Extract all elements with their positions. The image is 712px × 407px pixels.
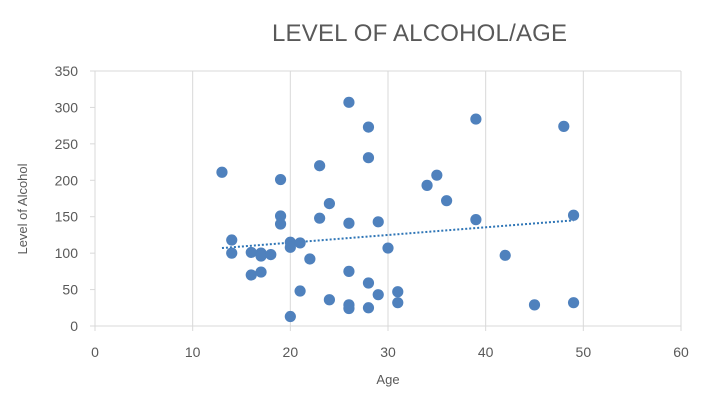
data-point bbox=[314, 212, 326, 224]
data-point bbox=[216, 166, 228, 178]
data-point bbox=[470, 214, 482, 226]
data-point bbox=[362, 152, 375, 164]
data-point bbox=[343, 265, 355, 277]
data-point bbox=[274, 173, 287, 186]
data-point bbox=[362, 302, 375, 314]
data-point bbox=[567, 209, 580, 221]
data-point bbox=[274, 210, 287, 222]
data-point bbox=[567, 297, 580, 309]
data-point bbox=[274, 218, 287, 230]
x-tick-label: 0 bbox=[91, 344, 99, 360]
x-axis-title: Age bbox=[376, 372, 399, 387]
tick-labels: 0 10 20 30 40 50 60 0 50 100 150 200 250 300 350 bbox=[55, 63, 689, 360]
data-point bbox=[372, 289, 384, 301]
x-tick-label: 50 bbox=[576, 344, 592, 360]
data-points bbox=[216, 96, 580, 323]
data-point bbox=[470, 113, 482, 125]
data-point bbox=[343, 96, 355, 108]
trendline-layer bbox=[221, 219, 574, 250]
data-point bbox=[372, 216, 384, 228]
data-point bbox=[343, 302, 355, 315]
y-tick-label: 150 bbox=[55, 209, 79, 225]
data-point bbox=[304, 253, 316, 265]
y-tick-label: 300 bbox=[55, 99, 79, 115]
y-tick-label: 0 bbox=[70, 318, 78, 334]
y-tick-label: 250 bbox=[55, 136, 79, 152]
chart-title: LEVEL OF ALCOHOL/AGE bbox=[272, 20, 568, 47]
x-tick-label: 30 bbox=[380, 344, 396, 360]
axes bbox=[90, 70, 682, 331]
data-point bbox=[362, 121, 375, 133]
y-tick-label: 350 bbox=[55, 63, 79, 79]
data-point bbox=[284, 241, 296, 253]
data-point bbox=[294, 285, 306, 297]
data-point bbox=[255, 266, 267, 278]
gridlines bbox=[94, 70, 682, 326]
data-point bbox=[431, 169, 443, 181]
y-tick-label: 50 bbox=[62, 282, 78, 298]
data-point bbox=[558, 120, 570, 132]
data-point bbox=[441, 195, 453, 207]
data-point bbox=[392, 297, 404, 309]
data-point bbox=[245, 246, 257, 259]
data-point bbox=[265, 249, 277, 261]
y-tick-label: 100 bbox=[55, 245, 79, 261]
x-tick-label: 20 bbox=[283, 344, 299, 360]
data-point bbox=[421, 179, 433, 191]
x-tick-label: 10 bbox=[185, 344, 201, 360]
data-point bbox=[362, 277, 375, 289]
data-point bbox=[382, 242, 394, 254]
data-point bbox=[226, 247, 238, 259]
data-point bbox=[323, 198, 335, 210]
data-point bbox=[323, 294, 335, 306]
data-point bbox=[255, 250, 267, 262]
x-tick-label: 40 bbox=[478, 344, 494, 360]
y-axis-title: Level of Alcohol bbox=[15, 163, 30, 254]
data-point bbox=[226, 234, 238, 246]
data-point bbox=[314, 160, 326, 172]
y-tick-label: 200 bbox=[55, 172, 79, 188]
x-tick-label: 60 bbox=[673, 344, 689, 360]
trendline bbox=[221, 219, 574, 250]
data-point bbox=[343, 217, 355, 229]
data-point bbox=[284, 310, 296, 323]
data-point bbox=[294, 237, 306, 249]
data-point bbox=[245, 269, 257, 281]
data-point bbox=[392, 286, 404, 298]
data-point bbox=[499, 249, 511, 261]
data-point bbox=[528, 299, 541, 311]
